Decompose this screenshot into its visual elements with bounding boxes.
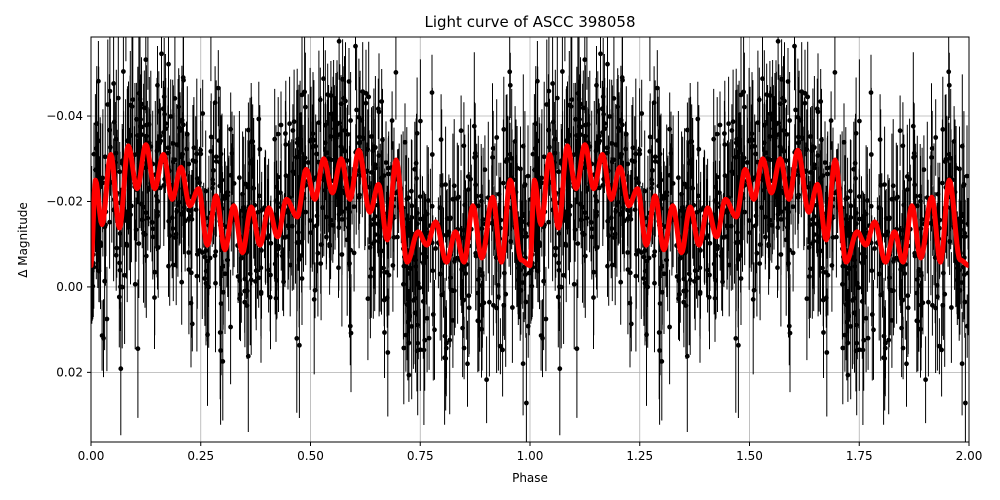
x-tick-label: 1.25: [626, 449, 653, 463]
y-tick-label: 0.00: [56, 280, 83, 294]
y-tick-label: 0.02: [56, 365, 83, 379]
x-axis-ticks: 0.00 0.25 0.50 0.75 1.00 1.25 1.50 1.75 2.00: [78, 442, 983, 463]
y-tick-label: −0.02: [46, 194, 83, 208]
x-tick-label: 1.75: [846, 449, 873, 463]
x-tick-label: 1.50: [736, 449, 763, 463]
chart-title: Light curve of ASCC 398058: [425, 13, 636, 31]
x-tick-label: 0.75: [407, 449, 434, 463]
x-tick-label: 0.25: [187, 449, 214, 463]
x-tick-label: 1.00: [517, 449, 544, 463]
model-line: [91, 142, 969, 269]
model-curve: [91, 142, 969, 269]
y-tick-label: −0.04: [46, 109, 83, 123]
x-axis-label: Phase: [512, 471, 548, 485]
y-axis-label: Δ Magnitude: [16, 202, 30, 278]
x-tick-label: 2.00: [956, 449, 983, 463]
y-axis-ticks: −0.04 −0.02 0.00 0.02: [46, 109, 91, 379]
x-tick-label: 0.00: [78, 449, 105, 463]
x-tick-label: 0.50: [297, 449, 324, 463]
